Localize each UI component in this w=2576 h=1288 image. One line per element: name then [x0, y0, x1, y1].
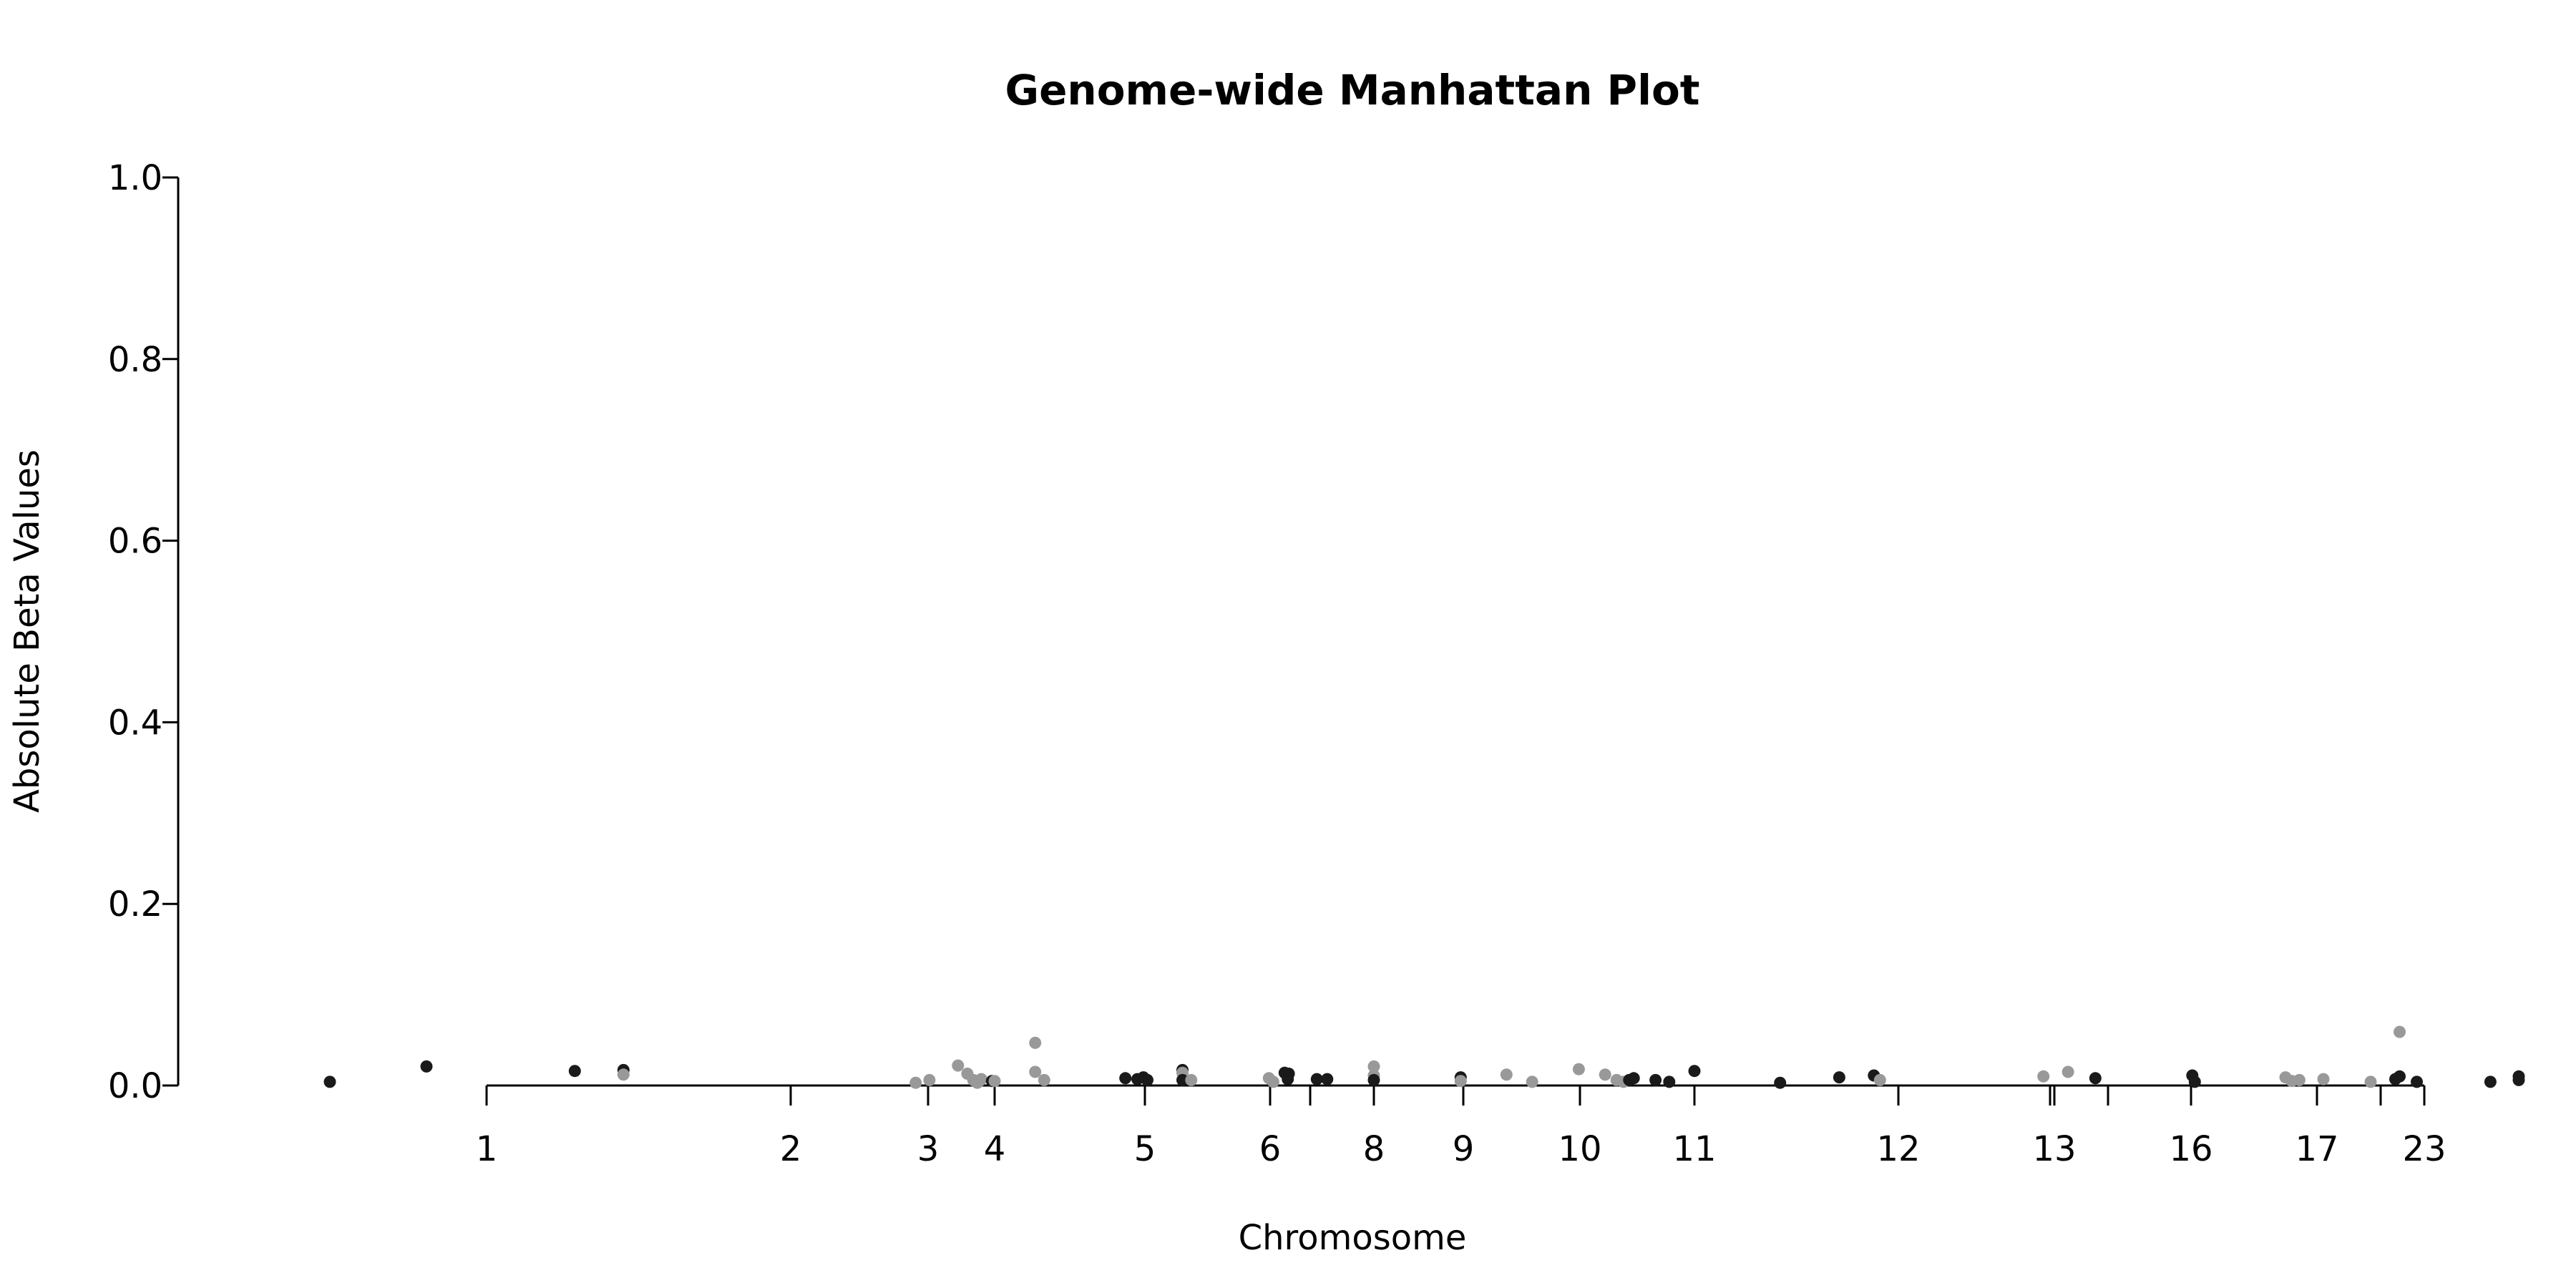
x-tick-label: 11	[1672, 1129, 1716, 1169]
x-tick-label: 1	[476, 1129, 498, 1169]
data-point	[1526, 1075, 1538, 1088]
data-point	[1454, 1075, 1467, 1088]
data-point	[1774, 1076, 1787, 1089]
y-tick-label: 0.4	[108, 703, 162, 743]
data-point	[952, 1059, 965, 1072]
x-tick-label: 2	[780, 1129, 802, 1169]
data-point	[2364, 1075, 2377, 1088]
data-point	[1176, 1073, 1189, 1086]
data-point	[1282, 1073, 1294, 1085]
data-points	[323, 1025, 2525, 1089]
y-tick-label: 0.8	[108, 340, 162, 380]
data-point	[1185, 1073, 1198, 1086]
data-point	[2484, 1075, 2497, 1088]
data-point	[1500, 1068, 1513, 1081]
x-tick-label: 5	[1134, 1129, 1156, 1169]
data-point	[1663, 1075, 1676, 1088]
data-point	[617, 1068, 630, 1081]
data-point	[1688, 1065, 1701, 1078]
x-tick-label: 4	[984, 1129, 1006, 1169]
x-tick-label: 16	[2169, 1129, 2212, 1169]
data-point	[2389, 1073, 2401, 1085]
data-point	[2037, 1070, 2050, 1083]
y-tick-label: 0.6	[108, 522, 162, 562]
data-point	[2411, 1075, 2423, 1088]
data-point	[923, 1073, 936, 1086]
data-point	[975, 1073, 987, 1085]
data-point	[2512, 1073, 2525, 1086]
x-tick-label: 10	[1558, 1129, 1601, 1169]
x-axis-label: Chromosome	[1239, 1218, 1467, 1258]
data-point	[420, 1060, 433, 1073]
data-point	[1833, 1071, 1845, 1084]
data-point	[1141, 1073, 1153, 1086]
data-point	[1599, 1068, 1611, 1081]
data-point	[1267, 1075, 1279, 1088]
data-point	[1310, 1073, 1323, 1085]
data-point	[988, 1075, 1001, 1088]
data-point	[1321, 1073, 1334, 1085]
y-axis: 0.0 0.2 0.4 0.6 0.8 1.0	[108, 158, 180, 1106]
data-point	[2062, 1065, 2074, 1078]
data-point	[2089, 1072, 2102, 1085]
data-point	[1367, 1073, 1380, 1086]
y-tick-label: 0.0	[108, 1066, 162, 1106]
data-point	[1029, 1065, 1042, 1078]
data-point	[1649, 1073, 1662, 1086]
data-point	[1038, 1073, 1050, 1086]
x-tick-label: 17	[2295, 1129, 2338, 1169]
x-tick-label: 9	[1453, 1129, 1475, 1169]
x-tick-label: 3	[917, 1129, 940, 1169]
data-point	[568, 1065, 581, 1078]
x-tick-label: 12	[1876, 1129, 1920, 1169]
data-point	[1873, 1073, 1886, 1086]
y-tick-label: 0.2	[108, 884, 162, 924]
data-point	[1119, 1072, 1132, 1085]
data-point	[1572, 1063, 1585, 1075]
data-point	[1367, 1060, 1380, 1073]
data-point	[1029, 1036, 1042, 1049]
x-tick-label: 6	[1259, 1129, 1282, 1169]
data-point	[2188, 1075, 2201, 1088]
chart-title: Genome-wide Manhattan Plot	[1005, 66, 1699, 114]
data-point	[323, 1075, 336, 1088]
y-tick-label: 1.0	[108, 158, 162, 198]
data-point	[2394, 1025, 2406, 1038]
data-point	[909, 1076, 922, 1089]
x-axis: 1 2 3 4 5 6 8 9 10 11 12 13 16 17 23	[476, 1084, 2446, 1169]
data-point	[2293, 1073, 2306, 1086]
x-tick-label: 8	[1363, 1129, 1385, 1169]
data-point	[1627, 1072, 1640, 1085]
y-axis-label: Absolute Beta Values	[7, 449, 47, 813]
x-tick-label: 23	[2402, 1129, 2446, 1169]
data-point	[2317, 1073, 2330, 1085]
x-tick-label: 13	[2032, 1129, 2076, 1169]
